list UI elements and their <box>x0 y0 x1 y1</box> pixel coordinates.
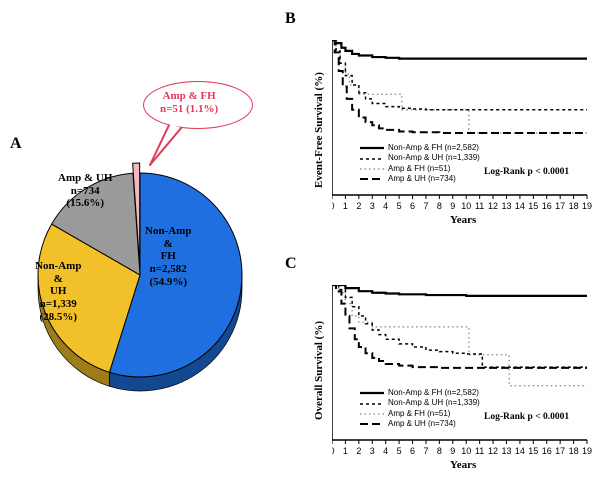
svg-text:15: 15 <box>528 201 538 211</box>
legend-item-nonamp_fh: Non-Amp & FH (n=2,582) <box>360 143 480 153</box>
svg-text:1: 1 <box>343 446 348 456</box>
svg-text:12: 12 <box>488 201 498 211</box>
series-amp_uh <box>332 40 587 133</box>
logrank-b: Log-Rank p < 0.0001 <box>484 167 569 177</box>
svg-text:0: 0 <box>332 201 335 211</box>
svg-text:10: 10 <box>461 201 471 211</box>
svg-text:2: 2 <box>356 201 361 211</box>
legend-item-amp_uh: Amp & UH (n=734) <box>360 419 480 429</box>
svg-text:18: 18 <box>569 446 579 456</box>
svg-text:3: 3 <box>370 446 375 456</box>
svg-text:19: 19 <box>582 446 592 456</box>
overall-survival-plot: 0204060801000123456789101112131415161718… <box>332 285 597 465</box>
legend-swatch-amp_fh <box>360 165 384 173</box>
axis-title-y-c: Overall Survival (%) <box>313 321 325 420</box>
legend-item-nonamp_uh: Non-Amp & UH (n=1,339) <box>360 398 480 408</box>
svg-text:8: 8 <box>437 201 442 211</box>
svg-text:9: 9 <box>450 201 455 211</box>
legend-swatch-amp_uh <box>360 175 384 183</box>
pie-chart <box>0 0 300 420</box>
svg-text:5: 5 <box>397 201 402 211</box>
svg-text:3: 3 <box>370 201 375 211</box>
svg-text:8: 8 <box>437 446 442 456</box>
svg-text:17: 17 <box>555 446 565 456</box>
legend-item-amp_fh: Amp & FH (n=51) <box>360 164 480 174</box>
svg-text:7: 7 <box>423 201 428 211</box>
pie-label-nonamp_uh: Non-Amp&UHn=1,339(28.5%) <box>35 260 81 323</box>
legend-item-nonamp_uh: Non-Amp & UH (n=1,339) <box>360 153 480 163</box>
svg-text:18: 18 <box>569 201 579 211</box>
svg-text:16: 16 <box>542 201 552 211</box>
series-nonamp_fh <box>332 285 587 296</box>
svg-text:4: 4 <box>383 201 388 211</box>
svg-text:16: 16 <box>542 446 552 456</box>
legend-label-amp_fh: Amp & FH (n=51) <box>388 164 450 174</box>
legend-label-nonamp_fh: Non-Amp & FH (n=2,582) <box>388 388 479 398</box>
svg-text:14: 14 <box>515 446 525 456</box>
svg-text:1: 1 <box>343 201 348 211</box>
svg-text:0: 0 <box>332 446 335 456</box>
series-amp_fh <box>332 40 587 133</box>
svg-text:19: 19 <box>582 201 592 211</box>
logrank-c: Log-Rank p < 0.0001 <box>484 412 569 422</box>
svg-text:11: 11 <box>475 201 484 211</box>
legend-label-amp_fh: Amp & FH (n=51) <box>388 409 450 419</box>
legend-label-nonamp_fh: Non-Amp & FH (n=2,582) <box>388 143 479 153</box>
svg-text:13: 13 <box>501 446 511 456</box>
legend-swatch-nonamp_fh <box>360 144 384 152</box>
svg-text:11: 11 <box>475 446 484 456</box>
svg-text:6: 6 <box>410 201 415 211</box>
event-free-survival-plot: 0204060801000123456789101112131415161718… <box>332 40 597 220</box>
legend-label-amp_uh: Amp & UH (n=734) <box>388 174 456 184</box>
svg-text:6: 6 <box>410 446 415 456</box>
svg-text:13: 13 <box>501 201 511 211</box>
svg-text:7: 7 <box>423 446 428 456</box>
series-amp_uh <box>332 285 587 368</box>
svg-text:10: 10 <box>461 446 471 456</box>
legend-swatch-nonamp_uh <box>360 155 384 163</box>
svg-text:15: 15 <box>528 446 538 456</box>
pie-label-amp_uh: Amp & UHn=734(15.6%) <box>58 172 112 210</box>
series-nonamp_uh <box>332 40 587 110</box>
svg-text:4: 4 <box>383 446 388 456</box>
svg-text:2: 2 <box>356 446 361 456</box>
legend-swatch-amp_fh <box>360 410 384 418</box>
legend-label-nonamp_uh: Non-Amp & UH (n=1,339) <box>388 153 480 163</box>
axis-title-x-c: Years <box>450 459 476 471</box>
series-nonamp_fh <box>332 40 587 59</box>
legend-b: Non-Amp & FH (n=2,582)Non-Amp & UH (n=1,… <box>360 143 480 185</box>
series-amp_fh <box>332 285 587 386</box>
legend-c: Non-Amp & FH (n=2,582)Non-Amp & UH (n=1,… <box>360 388 480 430</box>
pie-label-amp_fh: Amp & FHn=51 (1.1%) <box>160 90 218 115</box>
legend-item-nonamp_fh: Non-Amp & FH (n=2,582) <box>360 388 480 398</box>
legend-item-amp_uh: Amp & UH (n=734) <box>360 174 480 184</box>
svg-text:5: 5 <box>397 446 402 456</box>
axis-title-x-b: Years <box>450 214 476 226</box>
legend-swatch-nonamp_fh <box>360 389 384 397</box>
legend-label-amp_uh: Amp & UH (n=734) <box>388 419 456 429</box>
legend-swatch-nonamp_uh <box>360 400 384 408</box>
legend-swatch-amp_uh <box>360 420 384 428</box>
svg-text:12: 12 <box>488 446 498 456</box>
svg-text:9: 9 <box>450 446 455 456</box>
series-nonamp_uh <box>332 285 587 367</box>
axis-title-y-b: Event-Free Survival (%) <box>313 72 325 188</box>
legend-item-amp_fh: Amp & FH (n=51) <box>360 409 480 419</box>
svg-text:14: 14 <box>515 201 525 211</box>
legend-label-nonamp_uh: Non-Amp & UH (n=1,339) <box>388 398 480 408</box>
svg-text:17: 17 <box>555 201 565 211</box>
pie-label-nonamp_fh: Non-Amp&FHn=2,582(54.9%) <box>145 225 191 288</box>
